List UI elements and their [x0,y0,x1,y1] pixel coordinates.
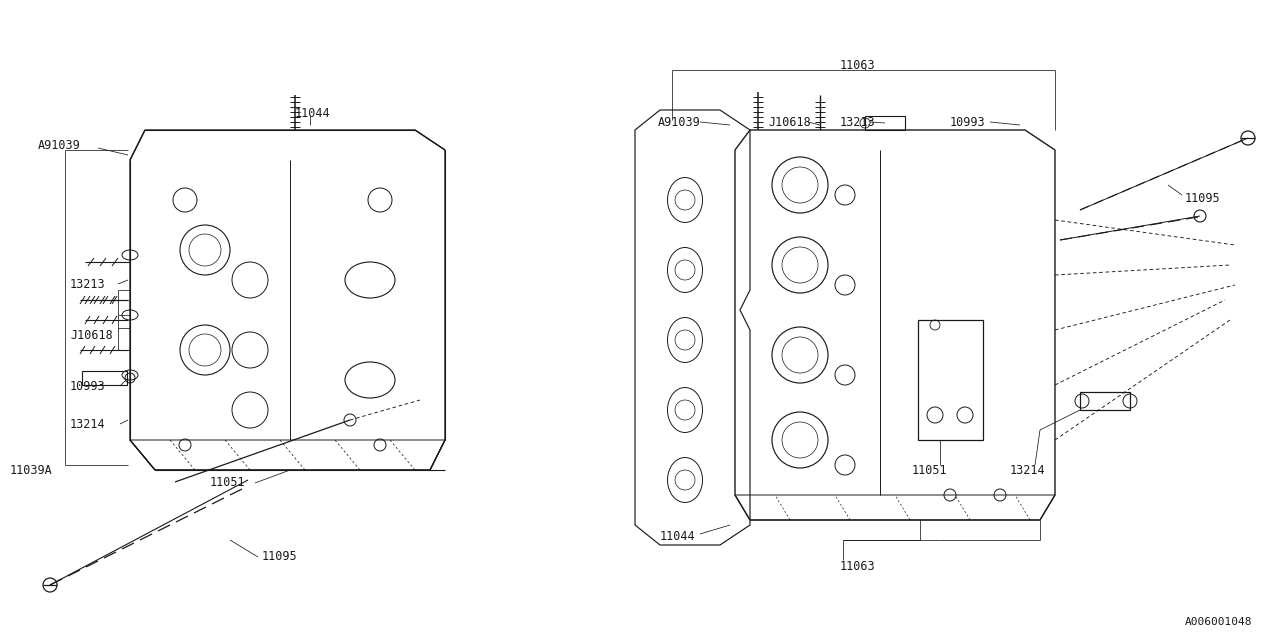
Text: 13213: 13213 [70,278,106,291]
Text: A006001048: A006001048 [1185,617,1253,627]
Text: 11044: 11044 [294,106,330,120]
Text: 13214: 13214 [70,417,106,431]
Text: 13214: 13214 [1010,463,1046,477]
Text: A91039: A91039 [38,138,81,152]
Bar [1080,392,1130,410]
Text: 11095: 11095 [262,550,298,563]
Text: J10618: J10618 [70,328,113,342]
Text: 11051: 11051 [913,463,947,477]
Text: 13213: 13213 [840,115,876,129]
Text: J10618: J10618 [768,115,810,129]
Text: 11063: 11063 [840,58,876,72]
Text: 11039A: 11039A [10,463,52,477]
Text: 11063: 11063 [840,559,876,573]
Bar [918,320,983,440]
Text: 11044: 11044 [660,531,695,543]
Text: 10993: 10993 [70,380,106,392]
Bar [82,371,127,385]
Text: 11095: 11095 [1185,191,1221,205]
Text: A91039: A91039 [658,115,700,129]
Bar [865,116,905,130]
Text: 10993: 10993 [950,115,986,129]
Text: 11051: 11051 [210,477,246,490]
